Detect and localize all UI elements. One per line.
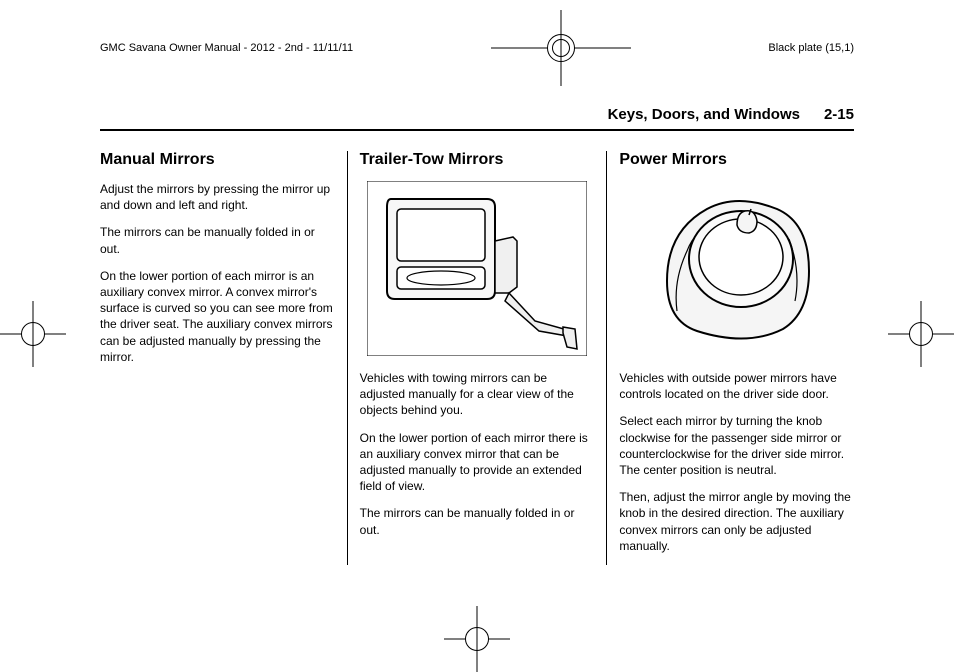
body-text: Then, adjust the mirror angle by moving … [619,489,854,554]
body-text: Vehicles with towing mirrors can be adju… [360,370,595,419]
column-manual-mirrors: Manual Mirrors Adjust the mirrors by pre… [100,151,348,565]
chapter-title: Keys, Doors, and Windows [608,106,800,123]
body-text: On the lower portion of each mirror is a… [100,268,335,365]
print-metadata: GMC Savana Owner Manual - 2012 - 2nd - 1… [0,0,954,78]
registration-mark-right [896,309,946,359]
body-text: On the lower portion of each mirror ther… [360,430,595,495]
registration-mark-bottom [452,614,502,664]
power-mirror-knob-illustration [619,181,854,356]
heading-trailer-tow-mirrors: Trailer-Tow Mirrors [360,151,595,169]
heading-power-mirrors: Power Mirrors [619,151,854,169]
body-text: Adjust the mirrors by pressing the mirro… [100,181,335,213]
body-text: Vehicles with outside power mirrors have… [619,370,854,402]
body-text: The mirrors can be manually folded in or… [100,224,335,256]
column-trailer-tow-mirrors: Trailer-Tow Mirrors Vehicles with towing… [348,151,608,565]
page-number: 2-15 [824,106,854,123]
page-header: Keys, Doors, and Windows 2-15 [0,106,954,131]
heading-manual-mirrors: Manual Mirrors [100,151,335,169]
registration-mark-top [531,18,591,78]
registration-mark-left [8,309,58,359]
content-columns: Manual Mirrors Adjust the mirrors by pre… [0,151,954,565]
trailer-mirror-illustration [360,181,595,356]
body-text: The mirrors can be manually folded in or… [360,505,595,537]
column-power-mirrors: Power Mirrors Vehicles with outside powe… [607,151,854,565]
doc-id: GMC Savana Owner Manual - 2012 - 2nd - 1… [100,42,353,54]
plate-label: Black plate (15,1) [768,42,854,54]
body-text: Select each mirror by turning the knob c… [619,413,854,478]
